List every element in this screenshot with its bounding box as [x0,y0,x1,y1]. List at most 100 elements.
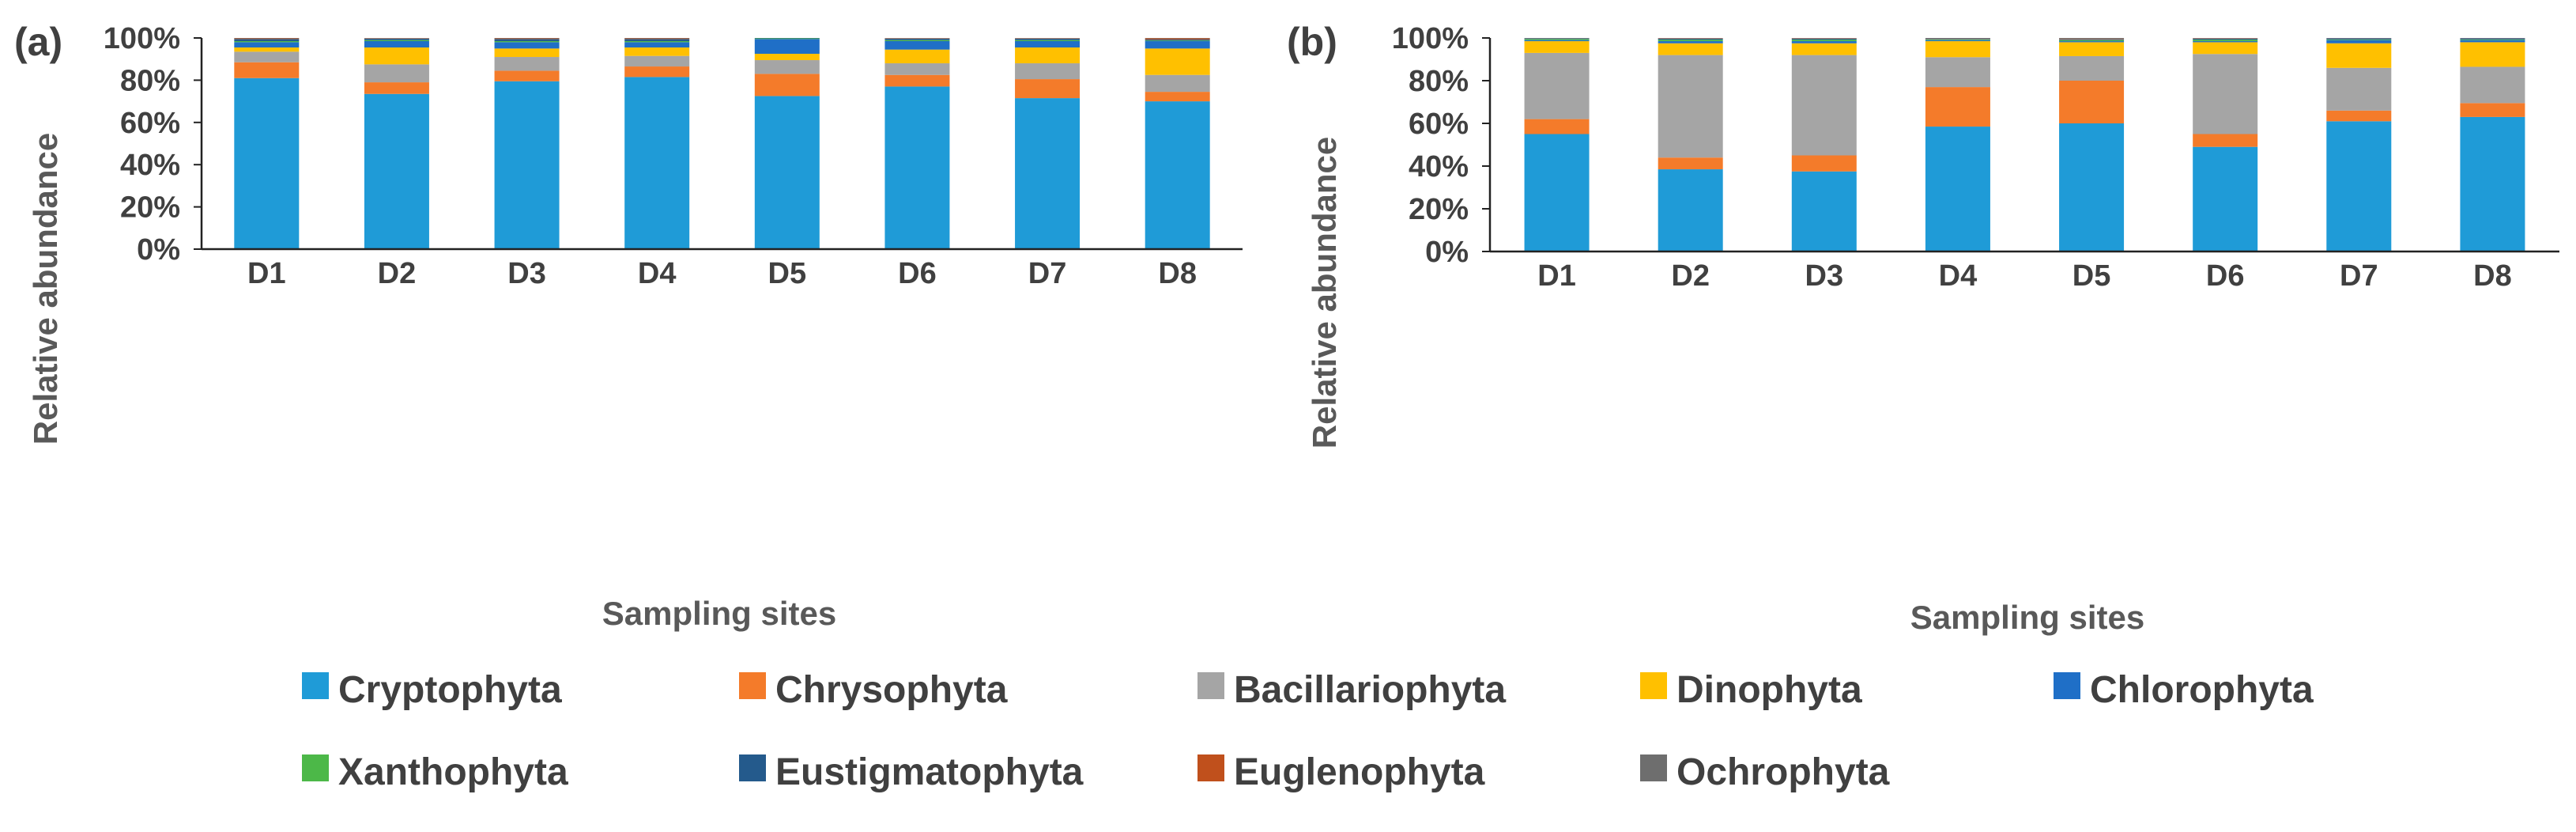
panel-b-bar-d2-eustigmatophyta [1658,38,1723,40]
panel-a-bar-d8-dinophyta [1145,48,1210,75]
panel-a-x-tick-label: D5 [768,257,807,290]
panel-b-bar-d6-bacillariophyta [2193,54,2258,134]
panel-b-bar-d8-cryptophyta [2460,116,2525,251]
panel-a-label: (a) [14,20,62,64]
panel-b-bar-d8-chlorophyta [2460,40,2525,43]
legend-swatch-chlorophyta [2054,672,2080,699]
panel-a-bar-d4-chrysophyta [624,66,690,78]
panel-a-bar-d8-xanthophyta [1145,40,1210,42]
panel-b-bar-d5-dinophyta [2059,42,2125,56]
panel-a-bar-d1-chlorophyta [234,42,300,48]
panel-b-y-tick-label: 60% [1409,108,1469,141]
panel-a-bar-d1-cryptophyta [234,78,300,249]
panel-a-bar-d3-bacillariophyta [494,57,560,71]
panel-b-bar-d6-eustigmatophyta [2193,38,2258,40]
panel-a-bar-d3-chrysophyta [494,70,560,81]
panel-b-bar-d3-euglenophyta [1791,38,1857,39]
panel-a-y-tick-label: 20% [120,191,180,225]
panel-b-bar-d3-eustigmatophyta [1791,38,1857,40]
panel-a-bar-d8-bacillariophyta [1145,74,1210,93]
panel-b-bar-d5-chrysophyta [2059,81,2125,123]
panel-a-bar-d2-xanthophyta [364,40,429,42]
panel-b-bar-d7-chrysophyta [2326,110,2392,122]
panel-b-bar-d6-dinophyta [2193,42,2258,55]
panel-b-bar-d1-cryptophyta [1524,134,1590,251]
panel-b-bar-d6-xanthophyta [2193,40,2258,42]
panel-b-bar-d1-chrysophyta [1524,119,1590,134]
panel-b: (b) Relative abundance Sampling sites 0%… [1287,20,2559,636]
panel-a-bar-d4-chlorophyta [624,42,690,48]
panel-a-bar-d3-eustigmatophyta [494,39,560,42]
panel-b-x-tick-label: D8 [2473,259,2512,293]
panel-b-bar-d8-bacillariophyta [2460,66,2525,104]
legend-swatch-eustigmatophyta [739,754,766,781]
panel-b-bar-d5-euglenophyta [2059,39,2125,40]
panel-b-bar-d1-eustigmatophyta [1524,38,1590,40]
panel-b-bar-d7-chlorophyta [2326,40,2392,43]
legend-label-dinophyta: Dinophyta [1676,669,1862,711]
panel-a-x-tick-label: D4 [638,257,677,290]
legend-label-eustigmatophyta: Eustigmatophyta [775,751,1084,793]
panel-a-bar-d3-ochrophyta [494,38,560,39]
panel-a-bar-d4-dinophyta [624,47,690,56]
panel-b-bar-d8-dinophyta [2460,42,2525,67]
panel-a-bar-d2-chrysophyta [364,82,429,94]
panel-b-bar-d7-cryptophyta [2326,121,2392,251]
panel-a-y-tick-label: 80% [120,64,180,97]
panel-a-bar-d5-cryptophyta [754,96,820,249]
panel-a-bar-d2-cryptophyta [364,93,429,249]
panel-b-bar-d3-chrysophyta [1791,155,1857,172]
panel-a-x-tick-label: D1 [247,257,286,290]
panel-b-bar-d4-chlorophyta [1925,40,1990,42]
panel-a-bar-d1-eustigmatophyta [234,39,300,42]
panel-b-bar-d4-cryptophyta [1925,127,1990,251]
panel-a-bar-d8-ochrophyta [1145,38,1210,39]
legend-swatch-bacillariophyta [1197,672,1224,699]
legend-swatch-cryptophyta [302,672,329,699]
panel-b-bar-d7-eustigmatophyta [2326,38,2392,40]
panel-b-bar-d2-dinophyta [1658,43,1723,55]
panel-a-bar-d7-cryptophyta [1015,98,1081,249]
panel-b-bar-d7-dinophyta [2326,43,2392,68]
panel-a-bar-d7-euglenophyta [1015,38,1081,39]
panel-b-y-tick-label: 80% [1409,65,1469,98]
panel-b-x-tick-label: D3 [1805,259,1844,293]
panel-a-bar-d7-xanthophyta [1015,40,1081,42]
panel-a-bar-d1-chrysophyta [234,62,300,78]
panel-b-bar-d7-bacillariophyta [2326,67,2392,111]
legend-swatch-euglenophyta [1197,754,1224,781]
panel-a-bar-d8-chlorophyta [1145,41,1210,49]
panel-a-bar-d6-euglenophyta [884,38,950,39]
panel-b-bar-d6-euglenophyta [2193,38,2258,39]
panel-a-bar-d1-bacillariophyta [234,51,300,62]
panel-a-bar-d8-chrysophyta [1145,92,1210,102]
panel-b-bar-d1-xanthophyta [1524,39,1590,40]
panel-a-bar-d7-eustigmatophyta [1015,38,1081,40]
panel-b-bar-d1-dinophyta [1524,41,1590,53]
panel-b-x-tick-label: D2 [1671,259,1710,293]
legend-label-chlorophyta: Chlorophyta [2090,669,2314,711]
panel-a-bar-d6-chlorophyta [884,41,950,50]
panel-b-bar-d6-chlorophyta [2193,41,2258,43]
panel-a: (a) Relative abundance Sampling sites 0%… [14,20,1243,632]
panel-a-bar-d3-euglenophyta [494,38,560,40]
panel-b-bar-d3-chlorophyta [1791,41,1857,43]
panel-b-x-tick-label: D7 [2340,259,2378,293]
legend-label-bacillariophyta: Bacillariophyta [1234,669,1506,711]
panel-b-bar-d5-chlorophyta [2059,41,2125,43]
legend-label-euglenophyta: Euglenophyta [1234,751,1485,793]
panel-a-x-tick-label: D7 [1028,257,1067,290]
panel-a-bar-d5-chrysophyta [754,74,820,96]
panel-b-label: (b) [1287,20,1337,64]
panel-a-bar-d2-dinophyta [364,47,429,65]
panel-a-y-tick-label: 60% [120,107,180,140]
panel-b-bar-d6-cryptophyta [2193,146,2258,251]
panel-a-bar-d6-cryptophyta [884,86,950,249]
panel-b-bar-d3-bacillariophyta [1791,55,1857,156]
panel-b-x-tick-label: D1 [1537,259,1576,293]
panel-a-bar-d6-bacillariophyta [884,63,950,75]
panel-b-bar-d1-chlorophyta [1524,40,1590,42]
panel-a-x-tick-label: D8 [1158,257,1197,290]
legend-label-xanthophyta: Xanthophyta [338,751,568,793]
